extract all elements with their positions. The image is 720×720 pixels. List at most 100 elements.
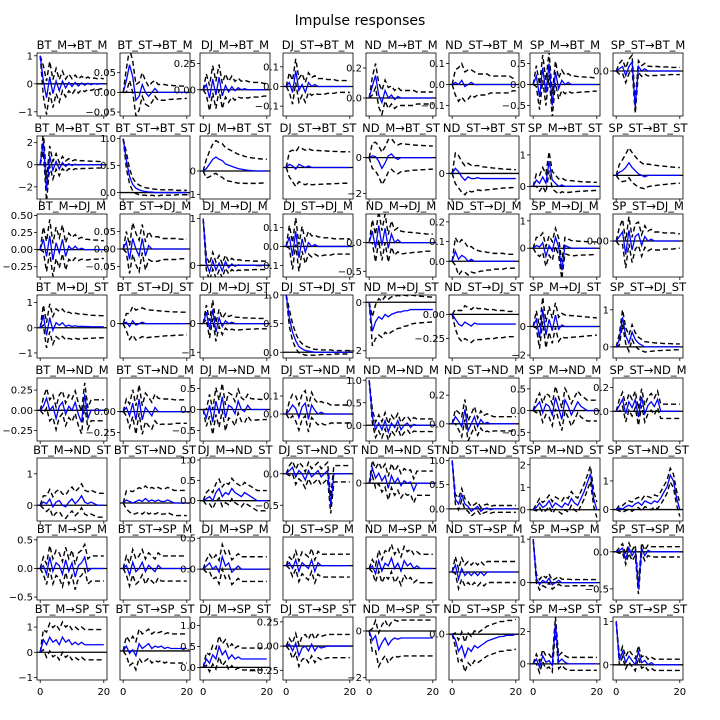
y-tick-label: 1 — [27, 469, 33, 480]
y-tick-label: 0.5 — [510, 384, 526, 395]
y-tick-label: 0.2 — [429, 391, 445, 402]
y-tick-label: 0.1 — [263, 62, 279, 73]
y-tick-label: 0.0 — [429, 257, 445, 268]
panel-title: SP_M→ND_M — [529, 363, 602, 377]
y-tick-label: −0.5 — [9, 593, 33, 604]
y-tick-label: 0 — [603, 342, 609, 353]
x-tick-label: 20 — [97, 687, 110, 698]
y-tick-label: 0.00 — [11, 406, 33, 417]
y-tick-label: 0 — [520, 505, 526, 516]
panel-title: DJ_ST→SP_M — [282, 522, 354, 536]
panel-title: DJ_M→DJ_ST — [200, 280, 271, 294]
panel-title: ND_M→SP_ST — [362, 602, 440, 616]
y-tick-label: −0.5 — [585, 584, 609, 595]
panel-title: DJ_M→BT_M — [201, 38, 269, 52]
panel-title: BT_M→BT_ST — [34, 121, 110, 135]
y-tick-label: 0.0 — [180, 496, 196, 507]
panel-title: ND_ST→SP_ST — [443, 602, 525, 616]
y-tick-label: 0.5 — [346, 398, 362, 409]
y-tick-label: 0.5 — [180, 384, 196, 395]
y-tick-label: 0.5 — [429, 480, 445, 491]
panel-title: ND_ST→ND_M — [444, 363, 524, 377]
y-tick-label: 0.25 — [11, 228, 33, 239]
y-tick-label: 0.00 — [174, 85, 196, 96]
panel-title: ND_ST→DJ_ST — [444, 280, 524, 294]
panel-title: DJ_ST→BT_ST — [280, 121, 358, 135]
panel-title: DJ_ST→ND_ST — [278, 443, 358, 457]
y-tick-label: −0.5 — [172, 426, 196, 437]
y-tick-label: 1.0 — [346, 376, 362, 387]
y-tick-label: 0.5 — [17, 535, 33, 546]
y-tick-label: 0.1 — [263, 392, 279, 403]
y-tick-label: 0.00 — [94, 88, 116, 99]
y-tick-label: 0.0 — [100, 188, 116, 199]
y-tick-label: 0.2 — [593, 383, 609, 394]
y-tick-label: 0.0 — [429, 419, 445, 430]
y-tick-label: −0.25 — [414, 334, 445, 345]
y-tick-label: 0.0 — [180, 565, 196, 576]
y-tick-label: −0.1 — [421, 101, 445, 112]
x-tick-label: 0 — [37, 687, 43, 698]
y-tick-label: −0.25 — [85, 428, 116, 439]
y-tick-label: 0 — [520, 578, 526, 589]
y-tick-label: 0.5 — [263, 319, 279, 330]
y-tick-label: 2 — [520, 627, 526, 638]
panel-title: ND_M→BT_ST — [362, 121, 441, 135]
x-tick-label: 20 — [260, 687, 273, 698]
panel-title: DJ_M→SP_M — [201, 522, 268, 536]
y-tick-label: 0 — [520, 659, 526, 670]
y-tick-label: −2 — [18, 182, 33, 193]
x-tick-label: 0 — [366, 687, 372, 698]
y-tick-label: 0.0 — [180, 405, 196, 416]
y-tick-label: 0 — [356, 298, 362, 309]
y-tick-label: −2 — [347, 673, 362, 684]
x-tick-label: 0 — [449, 687, 455, 698]
x-tick-label: 0 — [613, 687, 619, 698]
panel-title: DJ_ST→DJ_M — [283, 199, 353, 213]
panel-title: ND_M→SP_M — [365, 522, 438, 536]
y-tick-label: 1 — [190, 214, 196, 225]
y-tick-label: 0.50 — [11, 211, 33, 222]
y-tick-label: 0 — [520, 244, 526, 255]
y-tick-label: 0.0 — [429, 504, 445, 515]
y-tick-label: 0.0 — [593, 547, 609, 558]
panel-title: SP_ST→SP_ST — [609, 602, 688, 616]
y-tick-label: −0.5 — [502, 428, 526, 439]
y-tick-label: 0.05 — [94, 68, 116, 79]
x-tick-label: 20 — [426, 687, 439, 698]
y-tick-label: 0.25 — [174, 59, 196, 70]
y-tick-label: 2 — [520, 460, 526, 471]
panel-title: BT_M→DJ_ST — [36, 280, 110, 294]
y-tick-label: −2 — [511, 351, 526, 362]
y-tick-label: −0.05 — [85, 262, 116, 273]
panel-title: SP_ST→DJ_ST — [610, 280, 687, 294]
panel-title: SP_M→SP_ST — [528, 602, 603, 616]
panel-title: DJ_ST→SP_ST — [280, 602, 357, 616]
x-tick-label: 20 — [673, 687, 686, 698]
x-tick-label: 0 — [283, 687, 289, 698]
y-tick-label: 0 — [190, 319, 196, 330]
y-tick-label: 1 — [27, 623, 33, 634]
panel-title: SP_M→DJ_ST — [529, 280, 602, 294]
y-tick-label: 0 — [603, 660, 609, 671]
y-tick-label: 0.5 — [180, 476, 196, 487]
y-tick-label: 0.0 — [429, 630, 445, 641]
y-tick-label: 0.0 — [263, 82, 279, 93]
y-tick-label: 0.0 — [263, 242, 279, 253]
x-tick-label: 0 — [200, 687, 206, 698]
panel-title: ND_M→ND_M — [363, 363, 439, 377]
y-tick-label: 0 — [27, 160, 33, 171]
y-tick-label: −0.25 — [2, 426, 33, 437]
y-tick-label: −1 — [18, 348, 33, 359]
y-tick-label: 0.00 — [94, 245, 116, 256]
y-tick-label: 0.25 — [257, 617, 279, 628]
panel-title: SP_ST→SP_M — [611, 522, 685, 536]
y-tick-label: −0.5 — [255, 501, 279, 512]
y-tick-label: 0.0 — [346, 94, 362, 105]
y-tick-label: 0.0 — [510, 80, 526, 91]
y-tick-label: −0.5 — [502, 101, 526, 112]
y-tick-label: 1 — [603, 305, 609, 316]
y-tick-label: 0.0 — [429, 80, 445, 91]
y-tick-label: 0.5 — [180, 534, 196, 545]
panel-title: DJ_ST→DJ_ST — [281, 280, 356, 294]
